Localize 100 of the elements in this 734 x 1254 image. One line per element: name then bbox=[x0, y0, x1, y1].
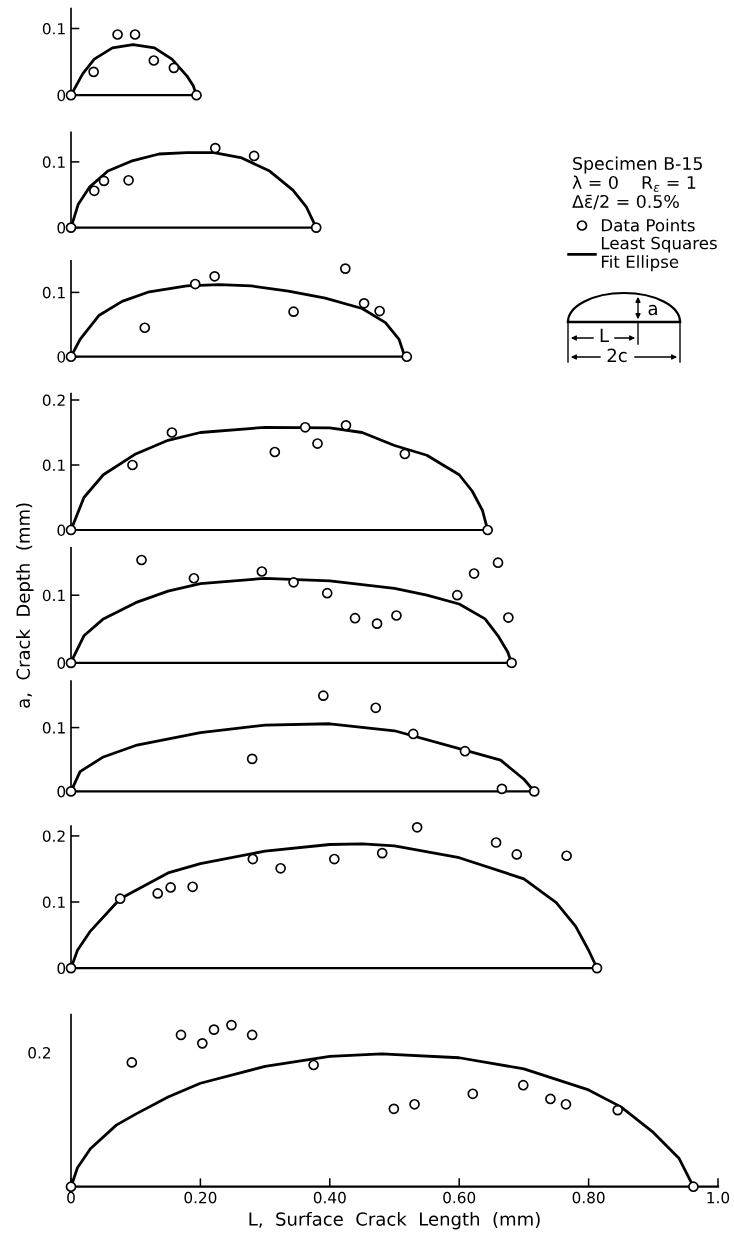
y-axis-title: a, Crack Depth (mm) bbox=[16, 503, 34, 708]
y-tick-label: 0 bbox=[57, 524, 66, 537]
point bbox=[246, 1029, 258, 1041]
point bbox=[248, 150, 260, 162]
point bbox=[288, 576, 299, 588]
point bbox=[88, 185, 100, 197]
point bbox=[168, 62, 180, 74]
y-tick-label: 0 bbox=[57, 89, 66, 102]
point bbox=[467, 1088, 479, 1100]
point bbox=[65, 657, 77, 669]
point bbox=[65, 786, 77, 797]
point bbox=[288, 306, 299, 318]
text: 0.2 bbox=[28, 1047, 51, 1059]
x-tick-label: 0.80 bbox=[572, 1191, 605, 1204]
annotation: Δε̄/2 = 0.5% bbox=[572, 194, 679, 210]
point bbox=[468, 568, 480, 579]
point bbox=[65, 524, 77, 536]
point bbox=[275, 862, 286, 874]
point bbox=[339, 263, 351, 274]
point bbox=[148, 55, 160, 66]
point bbox=[166, 427, 178, 438]
x-axis-title: L, Surface Crack Length (mm) bbox=[249, 1211, 540, 1230]
y-tick-label: 0.1 bbox=[42, 286, 65, 299]
point bbox=[506, 657, 517, 669]
point bbox=[152, 888, 164, 899]
point bbox=[165, 882, 176, 893]
point bbox=[528, 786, 540, 797]
annotation: λ = 0 R$_{ε}$ = 1 bbox=[572, 175, 696, 192]
point bbox=[370, 702, 382, 714]
y-tick-label: 0.2 bbox=[42, 830, 65, 842]
point bbox=[65, 351, 77, 363]
point bbox=[65, 962, 77, 974]
point bbox=[401, 351, 413, 363]
point bbox=[490, 837, 502, 848]
point bbox=[112, 29, 123, 40]
point bbox=[65, 222, 77, 233]
point bbox=[371, 618, 383, 629]
point bbox=[545, 1093, 556, 1105]
point bbox=[123, 174, 134, 186]
point bbox=[411, 821, 423, 833]
y-tick-label: 0 bbox=[57, 962, 66, 975]
point bbox=[98, 175, 110, 187]
point bbox=[129, 29, 141, 40]
point bbox=[139, 322, 151, 334]
point bbox=[136, 554, 147, 566]
point bbox=[321, 587, 333, 599]
y-tick-label: 0 bbox=[57, 657, 66, 669]
point bbox=[511, 849, 523, 860]
point bbox=[126, 1057, 138, 1068]
point bbox=[503, 612, 514, 623]
point bbox=[317, 690, 329, 702]
x-tick-label: 0.60 bbox=[443, 1191, 476, 1204]
y-tick-label: 0.1 bbox=[42, 156, 65, 168]
y-tick-label: 0.1 bbox=[42, 589, 65, 602]
y-tick-label: 0.1 bbox=[42, 22, 65, 35]
point bbox=[299, 421, 311, 433]
point bbox=[114, 893, 126, 905]
point bbox=[517, 1079, 529, 1091]
y-tick-label: 0 bbox=[57, 222, 66, 234]
point bbox=[269, 446, 281, 458]
point bbox=[191, 89, 202, 101]
point bbox=[308, 1059, 319, 1071]
point bbox=[226, 1019, 237, 1031]
y-tick-label: 0 bbox=[57, 785, 66, 798]
legend-label: Data Points bbox=[601, 218, 695, 232]
point bbox=[399, 448, 411, 460]
point bbox=[612, 1104, 624, 1116]
point bbox=[496, 783, 508, 795]
y-tick-label: 0.1 bbox=[42, 722, 65, 734]
point bbox=[328, 853, 340, 865]
point bbox=[88, 66, 99, 78]
annotation: L bbox=[600, 328, 609, 342]
point bbox=[127, 459, 138, 471]
point bbox=[391, 610, 402, 621]
point bbox=[374, 305, 385, 317]
point bbox=[310, 222, 322, 233]
point bbox=[349, 612, 361, 624]
point bbox=[209, 270, 220, 282]
point bbox=[187, 881, 198, 893]
y-tick-label: 0.2 bbox=[42, 394, 65, 407]
point bbox=[409, 1098, 420, 1110]
point bbox=[189, 278, 201, 290]
point bbox=[459, 745, 471, 757]
y-tick-label: 0.1 bbox=[42, 459, 65, 472]
legend-label: Least Squares Fit Ellipse bbox=[601, 236, 717, 272]
point bbox=[208, 1024, 220, 1035]
point bbox=[376, 847, 388, 859]
point bbox=[312, 438, 323, 449]
point bbox=[451, 589, 463, 601]
point bbox=[175, 1029, 187, 1041]
annotation: 2c bbox=[607, 348, 627, 363]
annotation: Specimen B-15 bbox=[573, 156, 702, 174]
y-tick-label: 0 bbox=[57, 351, 66, 363]
point bbox=[247, 853, 259, 865]
point bbox=[560, 1098, 572, 1110]
x-tick-label: 0.20 bbox=[184, 1191, 217, 1204]
y-tick-label: 0.1 bbox=[42, 896, 65, 909]
x-tick-label: 0 bbox=[67, 1191, 75, 1204]
annotation: a bbox=[648, 304, 657, 316]
point bbox=[492, 557, 504, 569]
